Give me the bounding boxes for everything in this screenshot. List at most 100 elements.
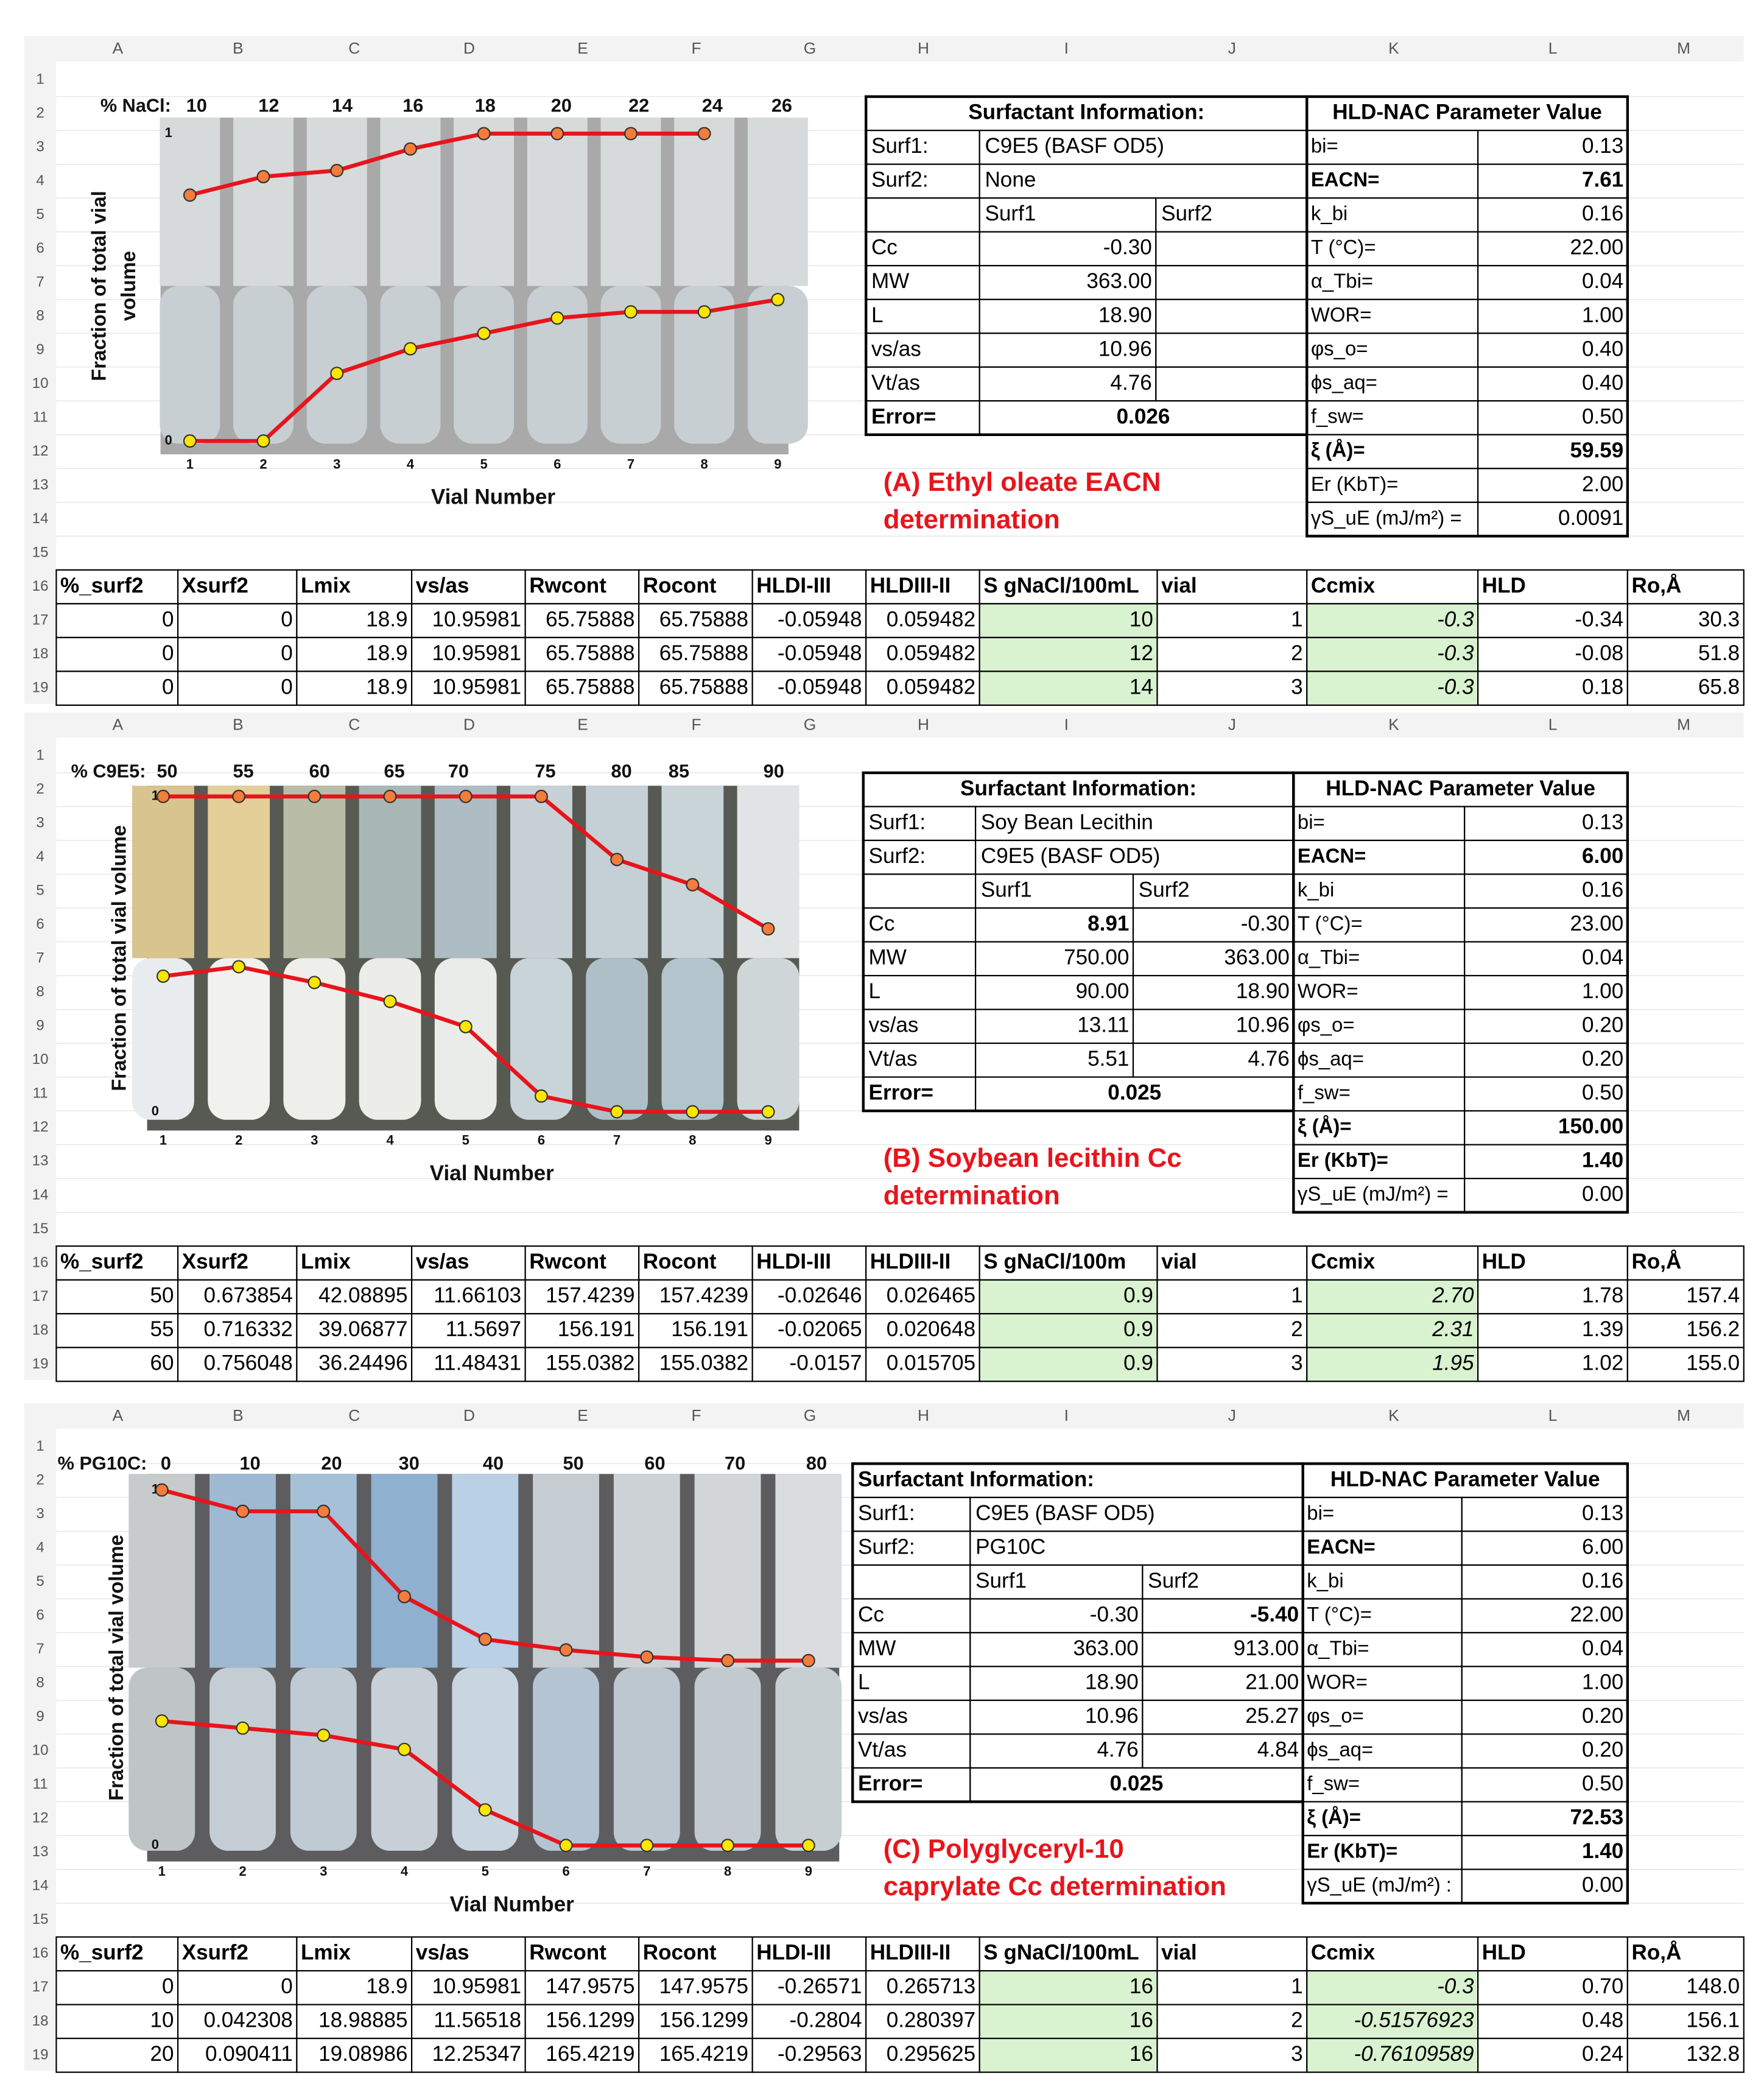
cell-text: f_sw=	[1311, 405, 1364, 428]
concentration: 65	[384, 760, 405, 781]
concentration: 40	[483, 1452, 504, 1474]
cell-text: 72.53	[1570, 1806, 1623, 1829]
cell	[1302, 1463, 1628, 1498]
cell-text: -0.05948	[778, 675, 862, 699]
cell-text: -0.76109589	[1354, 2042, 1474, 2066]
cell-text: 1	[1291, 1974, 1303, 1998]
caption: (B) Soybean lecithin Cc	[884, 1143, 1182, 1173]
row-number: 10	[32, 375, 49, 392]
cell-text: ξ (Å)=	[1298, 1115, 1352, 1138]
cell-text: 65.75888	[546, 607, 634, 631]
cell	[975, 907, 1134, 943]
column-title: HLDIII-II	[870, 1250, 951, 1273]
data-point	[383, 994, 397, 1009]
row-number: 12	[32, 443, 49, 459]
cell-text: 18.90	[1236, 979, 1290, 1003]
column-title: HLDIII-II	[870, 574, 951, 597]
cell-text: 0.9	[1123, 1351, 1153, 1375]
concentration: 55	[233, 760, 254, 781]
cell-text: Cc	[871, 236, 898, 259]
cell-text: L	[858, 1670, 870, 1694]
cell-text: MW	[858, 1636, 896, 1660]
row-number: 1	[36, 71, 44, 87]
cell-text: -0.3	[1437, 1974, 1474, 1998]
cell-text: 156.191	[671, 1317, 748, 1341]
cell-text: -0.3	[1437, 607, 1474, 631]
row-number: 5	[36, 1573, 44, 1589]
cell	[979, 265, 1157, 300]
concentration-label: % C9E5:	[71, 760, 146, 781]
concentration: 70	[448, 760, 469, 781]
cell-text: Vt/as	[871, 371, 920, 395]
row-number: 9	[36, 1708, 44, 1725]
cell-text: 10.95981	[432, 641, 521, 665]
cell	[55, 1346, 179, 1382]
cell-text: 0.00	[1582, 1182, 1623, 1206]
data-point	[330, 164, 344, 177]
cell	[979, 366, 1157, 402]
concentration: 22	[628, 95, 649, 116]
cell	[1132, 1042, 1295, 1078]
row-number: 18	[32, 646, 49, 662]
cell	[1155, 265, 1308, 300]
concentration: 60	[309, 760, 330, 781]
vial-label: 5	[480, 456, 488, 471]
cell	[852, 1496, 971, 1532]
cell	[1626, 671, 1745, 706]
cell	[1155, 366, 1308, 402]
cell	[1155, 333, 1308, 368]
cell-text: -0.05948	[778, 641, 862, 665]
cell-text: Cc	[858, 1602, 884, 1626]
cell	[1306, 603, 1479, 638]
cell-text: φs_o=	[1298, 1013, 1355, 1036]
cell	[1461, 1801, 1628, 1837]
data-point	[307, 789, 322, 803]
row-number: 8	[36, 1675, 44, 1691]
cell-text: 1.40	[1582, 1839, 1623, 1863]
vial-label: 3	[320, 1864, 327, 1879]
vial-label: 9	[764, 1133, 771, 1148]
cell-text: 19.08986	[318, 2042, 407, 2066]
cell-text: 4.76	[1097, 1738, 1138, 1762]
cell	[1302, 1834, 1463, 1870]
column-header: H	[918, 715, 929, 733]
cell-text: -0.3	[1437, 675, 1474, 699]
data-point	[697, 305, 711, 319]
cell-text: Surf1:	[871, 134, 929, 158]
cell	[1132, 1009, 1295, 1044]
header-cell	[1477, 569, 1628, 605]
column-header: F	[691, 1406, 701, 1424]
column-header: F	[691, 39, 701, 57]
column-title: Ro,Å	[1631, 1940, 1681, 1965]
vial-label: 6	[553, 456, 561, 471]
cell	[411, 2038, 526, 2073]
cell	[865, 603, 980, 638]
cell-text: Surf1	[975, 1569, 1027, 1593]
column-header: J	[1228, 715, 1236, 733]
cell-text: 10.96	[1085, 1704, 1139, 1728]
cell-text: 1.95	[1432, 1351, 1474, 1375]
vial-top	[600, 118, 661, 286]
row-number: 10	[32, 1051, 49, 1068]
cell	[751, 1313, 867, 1348]
cell-text: 0.00	[1582, 1873, 1623, 1897]
cell-text: 156.2	[1686, 1317, 1740, 1341]
cell-text: 2.00	[1582, 472, 1623, 496]
cell-text: 10.96	[1236, 1013, 1290, 1037]
cell	[638, 671, 753, 706]
cell-text: bi=	[1311, 135, 1338, 157]
column-header: L	[1548, 1406, 1558, 1424]
cell-text: Error=	[871, 404, 936, 428]
cell-text: 0.50	[1582, 404, 1623, 428]
column-header: G	[804, 39, 816, 57]
row-number: 10	[32, 1742, 49, 1759]
column-title: Rwcont	[529, 1250, 606, 1273]
cell-text: 1.00	[1582, 1670, 1623, 1694]
cell-text: 156.191	[558, 1317, 635, 1341]
data-point	[477, 127, 491, 141]
x-axis-label: Vial Number	[431, 485, 555, 509]
header-cell	[1477, 1936, 1628, 1972]
cell-text: 4.76	[1248, 1047, 1289, 1071]
cell	[1626, 2038, 1745, 2073]
cell-text: 1.39	[1582, 1317, 1623, 1341]
